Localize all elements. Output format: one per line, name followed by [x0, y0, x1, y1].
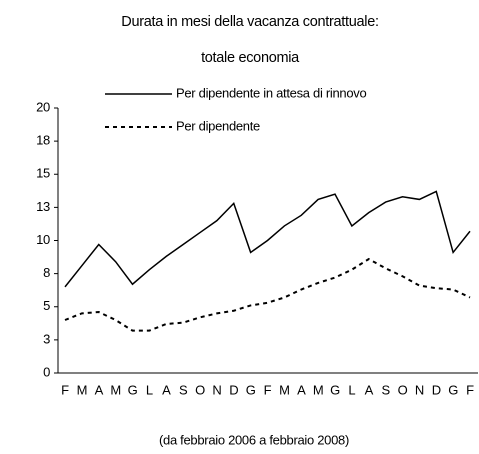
series-line — [64, 257, 471, 332]
y-tick-label: 18 — [36, 133, 50, 148]
x-tick-label: M — [313, 382, 324, 397]
series-line — [64, 190, 471, 288]
y-tick-label: 3 — [43, 331, 50, 346]
x-tick-label: D — [229, 382, 238, 397]
x-tick-label: F — [466, 382, 474, 397]
x-tick-label: M — [77, 382, 88, 397]
legend-label: Per dipendente in attesa di rinnovo — [176, 85, 366, 100]
x-tick-label: S — [179, 382, 188, 397]
x-tick-label: A — [365, 382, 374, 397]
y-tick-label: 15 — [36, 166, 50, 181]
y-tick-label: 0 — [43, 364, 50, 379]
x-tick-label: L — [348, 382, 355, 397]
x-tick-label: N — [415, 382, 424, 397]
x-tick-label: A — [95, 382, 104, 397]
x-tick-label: G — [128, 382, 138, 397]
x-tick-label: N — [212, 382, 221, 397]
x-tick-label: D — [432, 382, 441, 397]
x-tick-label: F — [264, 382, 272, 397]
y-tick-label: 10 — [36, 232, 50, 247]
chart-title: totale economia — [201, 50, 300, 66]
x-tick-label: M — [279, 382, 290, 397]
legend-label: Per dipendente — [176, 118, 260, 133]
x-tick-label: G — [330, 382, 340, 397]
x-tick-label: G — [246, 382, 256, 397]
x-tick-label: F — [61, 382, 69, 397]
x-tick-label: O — [195, 382, 205, 397]
x-tick-label: A — [162, 382, 171, 397]
x-tick-label: S — [381, 382, 390, 397]
x-tick-label: M — [110, 382, 121, 397]
x-tick-label: G — [448, 382, 458, 397]
x-tick-label: A — [297, 382, 306, 397]
y-tick-label: 5 — [43, 298, 50, 313]
chart-title: Durata in mesi della vacanza contrattual… — [121, 14, 378, 30]
note: (da febbraio 2006 a febbraio 2008) — [159, 432, 349, 447]
x-tick-label: L — [146, 382, 153, 397]
y-tick-label: 8 — [43, 265, 50, 280]
y-tick-label: 13 — [36, 199, 50, 214]
x-tick-label: O — [398, 382, 408, 397]
y-tick-label: 20 — [36, 99, 50, 114]
